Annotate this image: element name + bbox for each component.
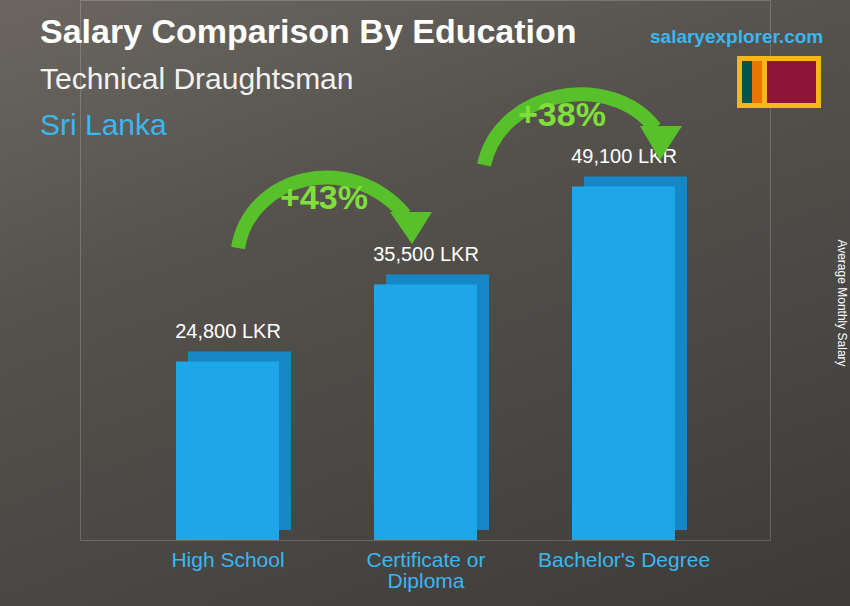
svg-text:High School: High School	[171, 548, 284, 571]
html-text:Average Monthly Salary: Average Monthly Salary	[835, 239, 849, 367]
svg-text:Bachelor's Degree: Bachelor's Degree	[538, 548, 710, 571]
svg-text:49,100 LKR: 49,100 LKR	[571, 145, 677, 168]
html-text:Technical Draughtsman: Technical Draughtsman	[40, 62, 354, 95]
html-text:Sri Lanka: Sri Lanka	[40, 108, 167, 141]
html-text:salaryexplorer.com: salaryexplorer.com	[650, 26, 824, 47]
html-text:Salary Comparison By Education: Salary Comparison By Education	[40, 12, 577, 50]
svg-text:Certificate orDiploma: Certificate orDiploma	[366, 548, 485, 592]
html-text:+38%: +38%	[518, 95, 606, 133]
svg-text:35,500 LKR: 35,500 LKR	[373, 243, 479, 265]
html-text:+43%: +43%	[280, 178, 368, 216]
svg-text:24,800 LKR: 24,800 LKR	[175, 320, 281, 342]
